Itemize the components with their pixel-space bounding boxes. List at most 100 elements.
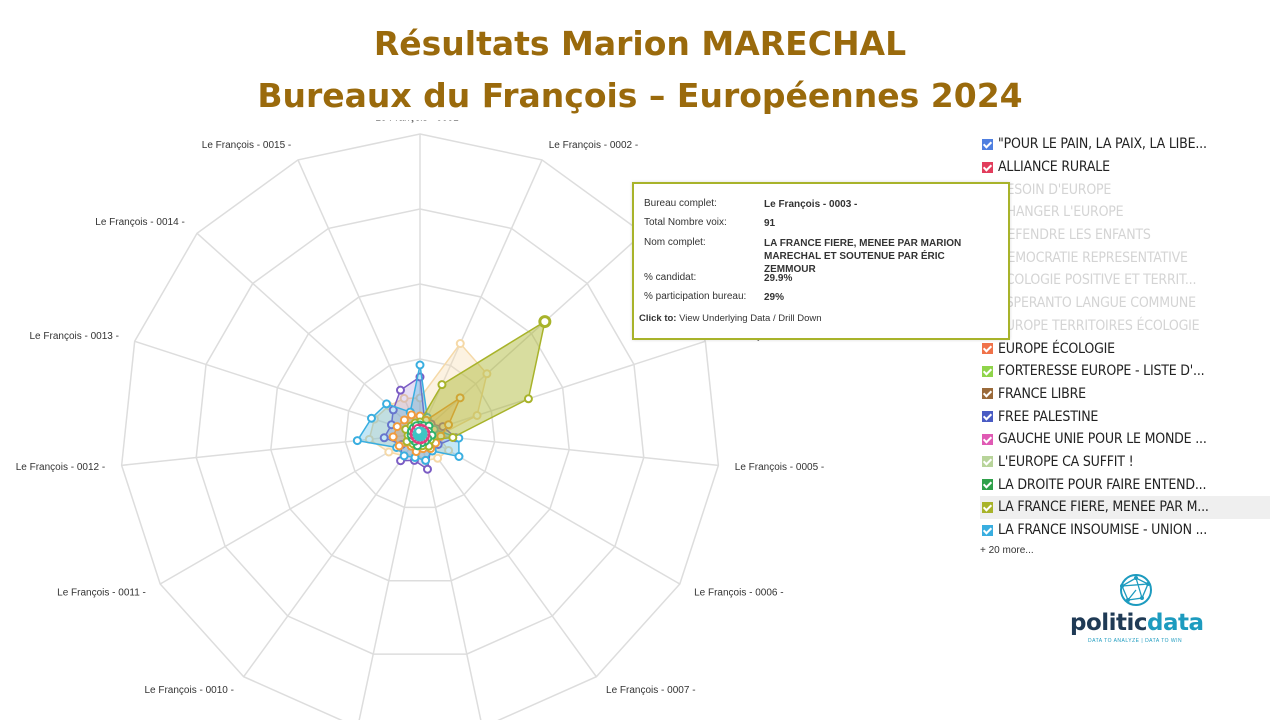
- legend-label: LA FRANCE INSOUMISE - UNION ...: [998, 522, 1207, 539]
- logo-tagline: DATA TO ANALYZE | DATA TO WIN: [1088, 638, 1183, 644]
- tooltip-value-nom: LA FRANCE FIERE, MENEE PAR MARION MARECH…: [764, 238, 962, 275]
- radar-chart[interactable]: Le François - 0001 - Le François - 0002 -…: [0, 120, 960, 720]
- legend-item[interactable]: CHANGER L'EUROPE: [980, 201, 1270, 224]
- axis-label: Le François - 0015 -: [202, 140, 292, 151]
- checkbox-icon[interactable]: [982, 343, 993, 355]
- checkbox-icon[interactable]: [982, 524, 993, 536]
- axis-spoke: [419, 433, 597, 678]
- legend: "POUR LE PAIN, LA PAIX, LA LIBE... ALLIAN…: [980, 133, 1270, 541]
- axis-spoke: [159, 433, 421, 585]
- data-point: [472, 410, 482, 420]
- legend-label: FREE PALESTINE: [998, 408, 1099, 425]
- axis-label: Le François - 0013 -: [29, 331, 119, 342]
- checkbox-icon[interactable]: [982, 501, 993, 513]
- axis-label: Le François - 0007 -: [606, 685, 696, 696]
- data-point: [382, 399, 392, 409]
- data-point: [414, 426, 424, 436]
- chart-title-line-1: Résultats Marion MARECHAL: [373, 24, 907, 63]
- tooltip-value-participation: 29%: [764, 292, 785, 303]
- legend-item[interactable]: FRANCE LIBRE: [980, 383, 1270, 406]
- legend-item[interactable]: ALLIANCE RURALE: [980, 156, 1270, 179]
- legend-label: CHANGER L'EUROPE: [998, 204, 1124, 221]
- data-point: [388, 432, 398, 442]
- tooltip-value-candidat: 29.9%: [764, 273, 793, 284]
- logo-wordmark: politicdata: [1070, 610, 1204, 636]
- checkbox-icon[interactable]: [982, 161, 993, 173]
- axis-spoke: [196, 232, 421, 435]
- globe-network-icon: [1120, 574, 1152, 606]
- legend-item[interactable]: LA FRANCE INSOUMISE - UNION ...: [980, 519, 1270, 542]
- legend-item[interactable]: GAUCHE UNIE POUR LE MONDE ...: [980, 428, 1270, 451]
- data-point: [538, 315, 552, 329]
- data-point: [392, 422, 402, 432]
- legend-item[interactable]: DEMOCRATIE REPRESENTATIVE: [980, 246, 1270, 269]
- data-point: [433, 453, 443, 463]
- legend-label: DEMOCRATIE REPRESENTATIVE: [998, 249, 1188, 266]
- legend-item[interactable]: DEFENDRE LES ENFANTS: [980, 224, 1270, 247]
- checkbox-icon[interactable]: [982, 138, 993, 150]
- tooltip-footer[interactable]: Click to: View Underlying Data / Drill D…: [639, 313, 822, 324]
- data-point: [352, 436, 362, 446]
- legend-label: FRANCE LIBRE: [998, 385, 1086, 402]
- legend-item[interactable]: LA DROITE POUR FAIRE ENTEND...: [980, 473, 1270, 496]
- data-point: [399, 415, 409, 425]
- checkbox-icon[interactable]: [982, 479, 993, 491]
- axis-spoke: [419, 433, 719, 467]
- tooltip-value-bureau: Le François - 0003 -: [764, 199, 858, 210]
- data-point: [444, 420, 454, 430]
- axis-label: Le François - 0012 -: [16, 462, 106, 473]
- tooltip-label-total: Total Nombre voix:: [644, 217, 727, 228]
- legend-label: GAUCHE UNIE POUR LE MONDE ...: [998, 431, 1207, 448]
- data-point: [399, 393, 409, 403]
- politicdata-logo: politicdata DATA TO ANALYZE | DATA TO WI…: [1070, 572, 1210, 652]
- legend-label: "POUR LE PAIN, LA PAIX, LA LIBE...: [998, 136, 1207, 153]
- legend-item[interactable]: L'EUROPE CA SUFFIT !: [980, 451, 1270, 474]
- data-point: [523, 394, 533, 404]
- data-point: [394, 441, 404, 451]
- axis-spoke: [358, 433, 421, 720]
- axis-spoke: [419, 340, 706, 435]
- legend-item[interactable]: FORTERESSE EUROPE - LISTE D'...: [980, 360, 1270, 383]
- checkbox-icon[interactable]: [982, 388, 993, 400]
- data-point: [448, 432, 458, 442]
- tooltip-footer-link[interactable]: View Underlying Data / Drill Down: [676, 313, 822, 324]
- data-point: [379, 433, 389, 443]
- legend-item[interactable]: EUROPE ÉCOLOGIE: [980, 337, 1270, 360]
- tooltip-label-bureau: Bureau complet:: [644, 198, 717, 209]
- legend-more-link[interactable]: + 20 more...: [980, 545, 1034, 556]
- axis-label: Le François - 0010 -: [144, 685, 234, 696]
- checkbox-icon[interactable]: [982, 456, 993, 468]
- legend-item[interactable]: FREE PALESTINE: [980, 405, 1270, 428]
- legend-label: ESPERANTO LANGUE COMMUNE: [998, 295, 1196, 312]
- tooltip-label-nom: Nom complet:: [644, 237, 706, 248]
- legend-item[interactable]: LA FRANCE FIERE, MENEE PAR M...: [980, 496, 1270, 519]
- legend-label: LA DROITE POUR FAIRE ENTEND...: [998, 476, 1207, 493]
- legend-label: EUROPE ÉCOLOGIE: [998, 340, 1115, 357]
- grid-ring: [195, 208, 645, 655]
- legend-item[interactable]: EUROPE TERRITOIRES ÉCOLOGIE: [980, 315, 1270, 338]
- data-point: [366, 413, 376, 423]
- data-point: [455, 339, 465, 349]
- axis-label: Le François - 0006 -: [694, 587, 784, 598]
- series-area: [368, 342, 488, 462]
- data-point: [454, 452, 464, 461]
- data-point: [406, 410, 416, 420]
- legend-item[interactable]: BESOIN D'EUROPE: [980, 178, 1270, 201]
- checkbox-icon[interactable]: [982, 433, 993, 445]
- checkbox-icon[interactable]: [982, 365, 993, 377]
- checkbox-icon[interactable]: [982, 411, 993, 423]
- legend-label: BESOIN D'EUROPE: [998, 181, 1112, 198]
- data-point: [437, 380, 447, 390]
- data-point: [421, 455, 431, 465]
- legend-item[interactable]: "POUR LE PAIN, LA PAIX, LA LIBE...: [980, 133, 1270, 156]
- axis-spoke: [243, 433, 421, 678]
- legend-label: DEFENDRE LES ENFANTS: [998, 227, 1151, 244]
- legend-item[interactable]: ECOLOGIE POSITIVE ET TERRIT...: [980, 269, 1270, 292]
- data-point: [482, 369, 492, 379]
- chart-title-line-2: Bureaux du François – Européennes 2024: [257, 76, 1023, 115]
- grid-ring: [270, 283, 570, 582]
- tooltip-label-candidat: % candidat:: [644, 272, 697, 283]
- legend-label: ECOLOGIE POSITIVE ET TERRIT...: [998, 272, 1197, 289]
- data-point: [415, 360, 425, 370]
- legend-item[interactable]: ESPERANTO LANGUE COMMUNE: [980, 292, 1270, 315]
